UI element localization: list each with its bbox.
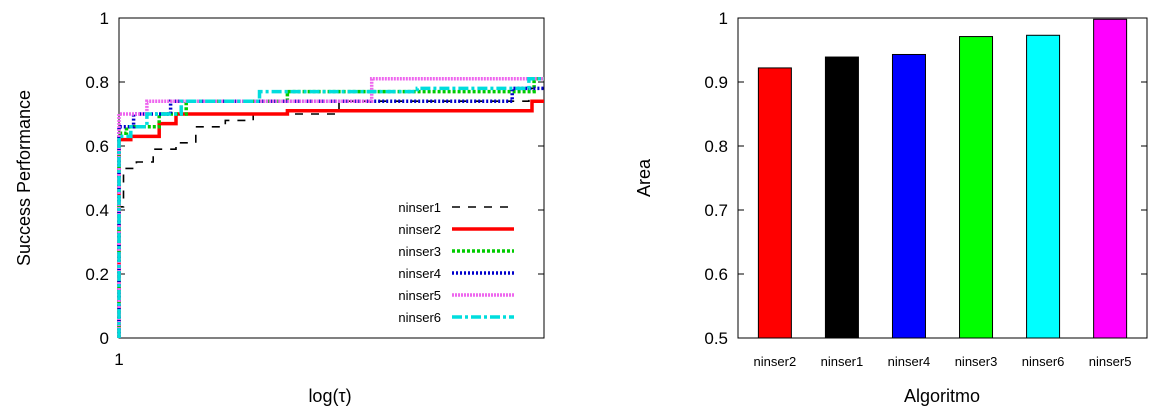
- y-tick-label: 0: [100, 329, 109, 348]
- category-label: ninser5: [1089, 354, 1132, 369]
- plot-frame: [737, 17, 1148, 339]
- y-tick-label: 0.9: [704, 73, 728, 92]
- x-axis-label: Algoritmo: [904, 386, 980, 406]
- series-line-ninser3: [117, 77, 544, 338]
- series-line-ninser2: [117, 99, 544, 338]
- y-tick-label: 0.6: [85, 137, 109, 156]
- bar-ninser3: [959, 36, 994, 339]
- y-axis-label: Success Performance: [14, 90, 34, 266]
- series-line-ninser6: [117, 77, 544, 338]
- y-tick-label: 0.4: [85, 201, 109, 220]
- area-bar-chart: 0.5 0.6 0.7 0.8 0.9 1 ninser2 ninser1 ninser4 nin…: [634, 9, 1148, 406]
- category-label: ninser2: [754, 354, 797, 369]
- x-tick-label: 1: [114, 350, 123, 369]
- y-tick-label: 0.8: [704, 137, 728, 156]
- legend-label: ninser1: [398, 200, 441, 215]
- bar-ninser6: [1026, 34, 1061, 339]
- x-axis-label: log(τ): [308, 386, 351, 406]
- legend-label: ninser4: [398, 266, 441, 281]
- legend-label: ninser2: [398, 222, 441, 237]
- series-line-ninser5: [117, 77, 544, 338]
- bar-ninser1: [824, 56, 859, 339]
- y-tick-label: 0.8: [85, 73, 109, 92]
- y-tick-label: 0.2: [85, 265, 109, 284]
- legend-label: ninser3: [398, 244, 441, 259]
- legend-label: ninser6: [398, 310, 441, 325]
- category-label: ninser1: [821, 354, 864, 369]
- y-tick-label: 0.7: [704, 201, 728, 220]
- bar-ninser5: [1093, 18, 1128, 339]
- bar-ninser2: [757, 67, 792, 339]
- y-tick-label: 1: [100, 9, 109, 28]
- bar-ninser4: [891, 53, 926, 339]
- performance-profile-chart: 0 0.2 0.4 0.6 0.8 1 1 ninser1 ninser2 ninser3 nins…: [14, 9, 545, 406]
- category-label: ninser6: [1022, 354, 1065, 369]
- series-line-ninser4: [117, 86, 544, 338]
- y-tick-label: 1: [719, 9, 728, 28]
- series-line-ninser1: [118, 87, 544, 338]
- category-label: ninser4: [888, 354, 931, 369]
- y-axis-label: Area: [634, 158, 654, 197]
- y-tick-label: 0.6: [704, 265, 728, 284]
- plot-frame: [118, 17, 545, 339]
- category-label: ninser3: [955, 354, 998, 369]
- legend-label: ninser5: [398, 288, 441, 303]
- y-tick-label: 0.5: [704, 329, 728, 348]
